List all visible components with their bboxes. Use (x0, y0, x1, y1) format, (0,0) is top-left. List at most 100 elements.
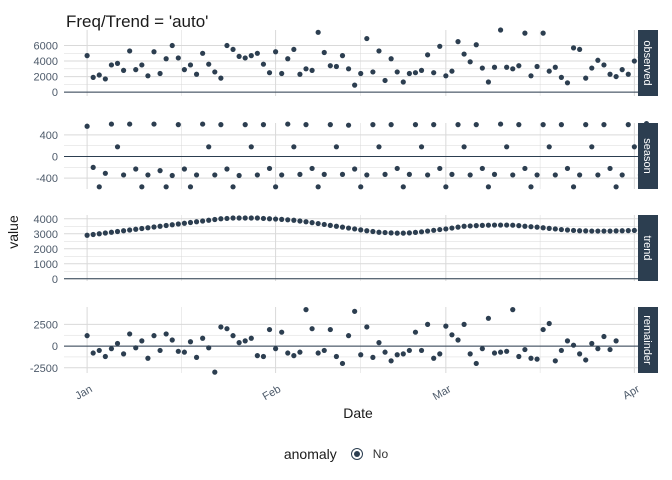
strip-label: observed (641, 40, 653, 85)
data-point (224, 326, 230, 332)
data-point (382, 171, 388, 177)
data-point (394, 69, 400, 75)
data-point (425, 228, 431, 234)
data-point (206, 144, 212, 150)
data-point (327, 63, 333, 69)
data-point (437, 165, 443, 172)
data-point (376, 48, 382, 54)
data-point (485, 222, 492, 228)
data-point (242, 215, 248, 221)
data-point (151, 49, 157, 55)
x-axis-label: Date (343, 405, 373, 421)
data-point (127, 331, 133, 337)
data-point (619, 228, 625, 234)
data-point (583, 122, 589, 128)
data-point (345, 333, 352, 339)
data-point (534, 356, 540, 362)
data-point (631, 144, 637, 150)
y-tick-label: 3000 (34, 229, 58, 241)
data-point (212, 172, 218, 178)
data-point (358, 227, 364, 233)
data-point (394, 165, 400, 172)
data-point (303, 66, 309, 72)
data-point (418, 229, 425, 235)
data-point (479, 65, 485, 71)
data-point (114, 228, 121, 235)
data-point (157, 223, 163, 229)
y-tick-label: 2000 (34, 72, 58, 84)
data-point (84, 232, 90, 238)
data-point (260, 122, 267, 128)
data-point (631, 58, 637, 64)
data-point (352, 82, 358, 88)
data-point (139, 62, 145, 68)
data-point (315, 350, 321, 356)
data-point (570, 342, 577, 348)
data-point (96, 347, 102, 354)
data-point (394, 352, 400, 358)
data-point (303, 307, 309, 313)
data-point (309, 220, 315, 226)
data-point (145, 172, 151, 178)
data-point (370, 69, 376, 75)
data-point (291, 217, 297, 223)
data-point (254, 50, 260, 56)
data-point (412, 122, 419, 128)
data-point (455, 122, 461, 128)
data-point (315, 184, 321, 190)
data-point (382, 77, 388, 84)
data-point (388, 358, 394, 364)
data-point (327, 222, 333, 228)
data-point (540, 122, 546, 128)
data-point (479, 346, 485, 352)
data-point (120, 351, 127, 357)
data-point (120, 172, 127, 178)
y-tick-label: 2000 (34, 244, 58, 256)
data-point (127, 121, 133, 127)
strip-background (638, 215, 658, 281)
data-point (206, 217, 212, 223)
data-point (181, 349, 187, 355)
data-point (546, 320, 552, 327)
data-point (145, 355, 151, 361)
data-point (528, 73, 534, 79)
data-point (516, 63, 522, 69)
x-tick-label: Jan (73, 383, 94, 402)
data-point (485, 315, 492, 321)
panel-trend: 0 1000 2000 3000 4000 trend (34, 214, 658, 286)
y-tick-label: 0 (52, 152, 58, 164)
data-point (425, 321, 431, 327)
data-point (364, 228, 370, 234)
data-point (546, 225, 552, 231)
data-point (431, 227, 437, 233)
data-point (595, 57, 601, 63)
data-point (376, 340, 382, 346)
data-point (108, 121, 115, 127)
data-point (540, 326, 546, 333)
data-point (540, 30, 546, 36)
data-point (163, 331, 169, 337)
data-point (133, 226, 139, 232)
data-point (491, 64, 498, 70)
data-point (425, 172, 431, 178)
data-point (163, 184, 169, 190)
data-point (577, 172, 583, 178)
data-point (418, 347, 425, 354)
y-tick-label: 0 (52, 274, 58, 286)
data-point (455, 337, 461, 343)
data-point (114, 340, 121, 347)
data-point (291, 46, 297, 53)
data-point (345, 225, 352, 231)
data-point (315, 29, 321, 35)
data-point (193, 354, 200, 360)
data-point (133, 166, 139, 172)
data-point (90, 231, 96, 238)
data-point (139, 184, 145, 190)
data-point (504, 222, 510, 228)
data-point (108, 62, 115, 68)
data-point (90, 74, 96, 80)
data-point (352, 308, 358, 314)
data-point (455, 224, 461, 230)
data-point (254, 172, 260, 178)
panel-observed: 0 2000 4000 6000 observed (34, 27, 658, 99)
